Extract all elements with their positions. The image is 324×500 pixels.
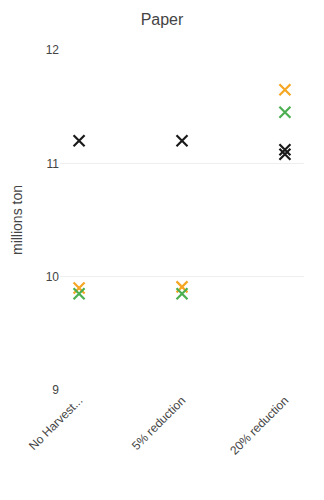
svg-text:5% reduction: 5% reduction — [129, 393, 188, 452]
svg-text:Paper: Paper — [141, 11, 184, 28]
svg-text:20% reduction: 20% reduction — [227, 393, 291, 457]
svg-text:9: 9 — [52, 383, 59, 397]
svg-text:No Harvest...: No Harvest... — [26, 393, 85, 452]
svg-text:10: 10 — [46, 270, 60, 284]
svg-text:11: 11 — [47, 157, 60, 171]
svg-text:12: 12 — [46, 43, 60, 57]
svg-text:millions ton: millions ton — [9, 185, 25, 255]
